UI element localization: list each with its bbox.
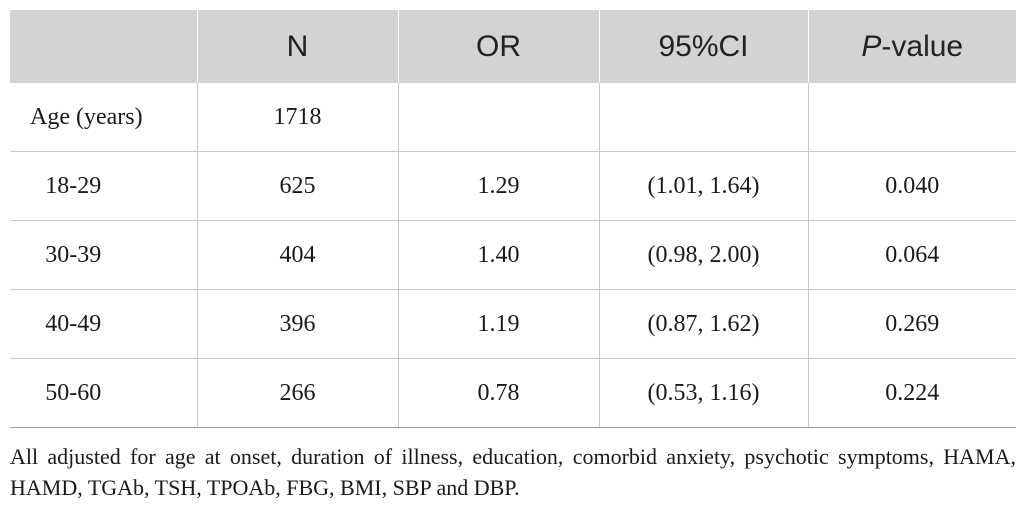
header-n: N <box>197 10 399 83</box>
cell-n: 396 <box>197 289 399 359</box>
table-header-row: N OR 95%CI P-value <box>10 10 1016 83</box>
cell-ci <box>599 83 809 152</box>
cell-or: 1.40 <box>398 220 600 290</box>
cell-p: 0.064 <box>808 220 1016 290</box>
header-p-italic: P <box>861 29 882 63</box>
row-label: 50-60 <box>10 358 198 428</box>
row-label: 30-39 <box>10 220 198 290</box>
cell-p: 0.269 <box>808 289 1016 359</box>
cell-n: 404 <box>197 220 399 290</box>
cell-ci: (1.01, 1.64) <box>599 151 809 221</box>
cell-p: 0.040 <box>808 151 1016 221</box>
cell-ci: (0.87, 1.62) <box>599 289 809 359</box>
header-ci: 95%CI <box>599 10 809 83</box>
cell-or: 1.19 <box>398 289 600 359</box>
header-p-value: P-value <box>808 10 1016 83</box>
table-row: 40-49 396 1.19 (0.87, 1.62) 0.269 <box>10 289 1016 359</box>
row-label: 18-29 <box>10 151 198 221</box>
cell-p <box>808 83 1016 152</box>
cell-p: 0.224 <box>808 358 1016 428</box>
results-table-container: N OR 95%CI P-value Age (years) 1718 18-2… <box>10 10 1016 428</box>
row-label: Age (years) <box>10 83 198 152</box>
cell-ci: (0.53, 1.16) <box>599 358 809 428</box>
cell-n: 625 <box>197 151 399 221</box>
table-row: 50-60 266 0.78 (0.53, 1.16) 0.224 <box>10 358 1016 428</box>
header-label <box>10 10 198 83</box>
table-footnote: All adjusted for age at onset, duration … <box>10 444 1016 500</box>
results-table: N OR 95%CI P-value Age (years) 1718 18-2… <box>10 10 1016 428</box>
cell-n: 1718 <box>197 83 399 152</box>
table-row: 18-29 625 1.29 (1.01, 1.64) 0.040 <box>10 151 1016 221</box>
cell-ci: (0.98, 2.00) <box>599 220 809 290</box>
cell-or: 0.78 <box>398 358 600 428</box>
cell-or: 1.29 <box>398 151 600 221</box>
header-or: OR <box>398 10 600 83</box>
header-p-rest: -value <box>881 29 964 63</box>
cell-or <box>398 83 600 152</box>
cell-n: 266 <box>197 358 399 428</box>
row-label: 40-49 <box>10 289 198 359</box>
table-row: Age (years) 1718 <box>10 83 1016 152</box>
table-row: 30-39 404 1.40 (0.98, 2.00) 0.064 <box>10 220 1016 290</box>
